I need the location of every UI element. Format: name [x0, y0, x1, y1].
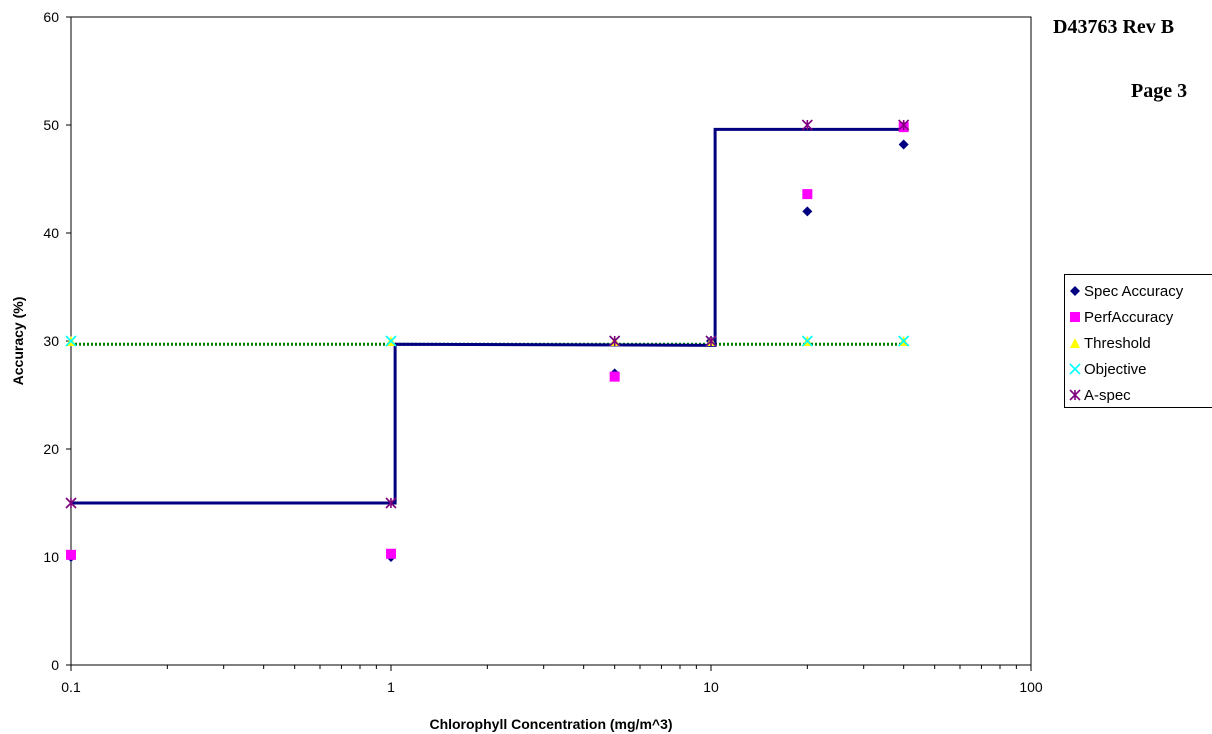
- a-spec-point: [898, 119, 910, 131]
- a-spec-point: [801, 119, 813, 131]
- diamond-marker-icon: [1070, 286, 1080, 296]
- x-tick-label: 100: [1019, 679, 1043, 695]
- legend-item-a-spec: A-spec: [1065, 382, 1212, 408]
- objective-point: [898, 335, 910, 347]
- triangle-marker-icon: [1070, 338, 1080, 348]
- legend-symbol: [1070, 312, 1080, 322]
- data-points: [65, 119, 910, 562]
- legend-symbol: [1070, 286, 1080, 296]
- legend-label: A-spec: [1084, 386, 1131, 404]
- legend-symbol: [1069, 389, 1081, 401]
- perfaccuracy-point: [386, 548, 396, 559]
- y-tick-label: 60: [43, 9, 59, 25]
- perfaccuracy-point: [802, 189, 813, 200]
- legend-item-objective: Objective: [1065, 356, 1212, 382]
- square-marker-icon: [1070, 312, 1080, 322]
- x-axis-title: Chlorophyll Concentration (mg/m^3): [429, 716, 672, 732]
- legend-label: Threshold: [1084, 334, 1151, 352]
- chart-lines: [71, 127, 904, 505]
- objective-point: [801, 335, 813, 347]
- x-tick-label: 10: [703, 679, 719, 695]
- x-tick-label: 1: [387, 679, 395, 695]
- x-marker-icon: [1069, 363, 1081, 375]
- a-spec-point: [705, 335, 717, 347]
- y-tick-label: 50: [43, 117, 59, 133]
- y-tick-label: 0: [51, 657, 59, 673]
- page-number: Page 3: [1131, 80, 1188, 102]
- legend-symbol: [1070, 338, 1080, 348]
- spec-step-line: [71, 127, 904, 505]
- perfaccuracy-point: [609, 371, 620, 382]
- objective-point: [385, 335, 397, 347]
- y-tick-label: 30: [43, 333, 59, 349]
- spec-accuracy-point: [802, 206, 813, 217]
- y-tick-label: 20: [43, 441, 59, 457]
- objective-point: [65, 335, 77, 347]
- legend-item-perfaccuracy: PerfAccuracy: [1065, 304, 1212, 330]
- tick-labels: 0 10 20 30 40 50 60 0.1 1 10 100: [43, 9, 1042, 695]
- legend-label: Objective: [1084, 360, 1147, 378]
- a-spec-point: [609, 335, 621, 347]
- legend-item-threshold: Threshold: [1065, 330, 1212, 356]
- a-spec-point: [65, 497, 77, 509]
- y-tick-label: 10: [43, 549, 59, 565]
- spec-accuracy-point: [898, 139, 909, 150]
- document-id: D43763 Rev B: [1053, 16, 1175, 38]
- a-spec-point: [385, 497, 397, 509]
- y-axis-title: Accuracy (%): [10, 297, 26, 386]
- y-tick-label: 40: [43, 225, 59, 241]
- perfaccuracy-point: [66, 549, 76, 560]
- legend: Spec Accuracy PerfAccuracy Threshold Object…: [1064, 274, 1212, 408]
- legend-label: Spec Accuracy: [1084, 282, 1184, 300]
- legend-symbol: [1069, 363, 1081, 375]
- x-tick-label: 0.1: [61, 679, 81, 695]
- legend-item-spec-accuracy: Spec Accuracy: [1065, 278, 1212, 304]
- asterisk-marker-icon: [1069, 389, 1081, 401]
- legend-label: PerfAccuracy: [1084, 308, 1174, 326]
- plot-area-frame: [70, 16, 1032, 666]
